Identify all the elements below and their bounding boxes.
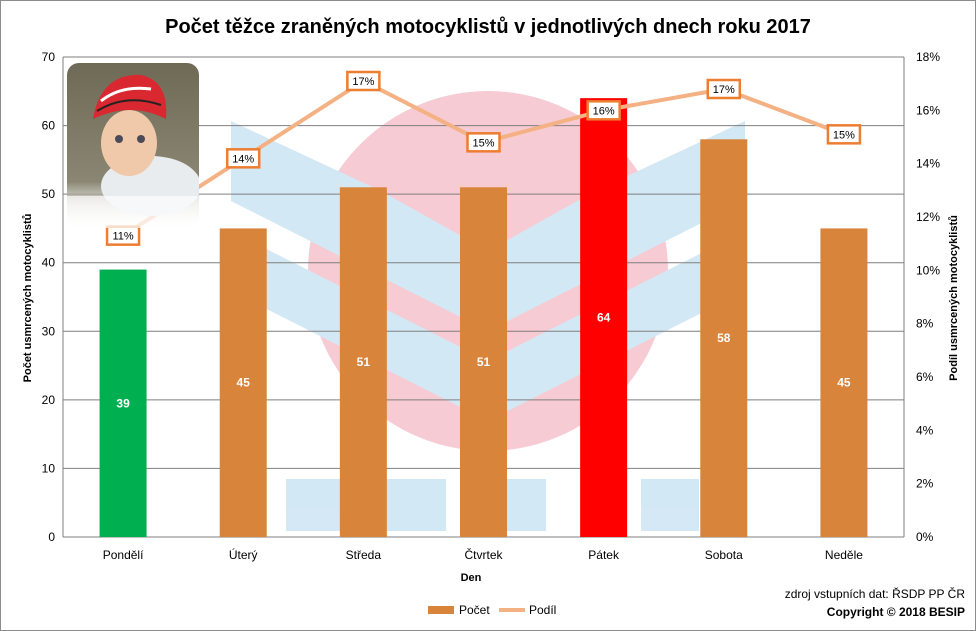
right-tick-label: 0% [916,530,934,544]
share-label-text: 16% [593,105,615,117]
share-label-text: 17% [713,84,735,96]
left-tick-label: 40 [42,256,56,270]
share-label-box [346,70,381,92]
bar-value-label: 64 [597,311,611,325]
category-label: Neděle [825,548,863,562]
bar-value-labels: 39 45 51 51 64 58 45 [116,311,851,411]
share-label-box [586,100,621,121]
share-value-label: 16% [586,100,621,121]
right-tick-label: 12% [916,210,940,224]
share-value-label: 17% [346,70,381,92]
bar-value-label: 58 [717,331,731,345]
bar-value-label: 51 [357,355,371,369]
chart-title: Počet těžce zraněných motocyklistů v jed… [165,16,811,38]
right-tick-label: 10% [916,263,940,277]
share-label-text: 11% [112,231,133,243]
right-tick-label: 14% [916,157,940,171]
share-label-text: 14% [232,153,254,165]
share-label-text: 15% [833,129,855,141]
bar [99,269,147,537]
bar [219,228,267,537]
right-tick-label: 18% [916,50,940,64]
right-tick-label: 6% [916,370,934,384]
left-tick-label: 20 [42,393,56,407]
category-label: Pátek [588,548,620,562]
legend-label-share: Podíl [529,603,556,617]
bar [700,139,748,538]
x-axis-title: Den [461,572,482,584]
category-label: Pondělí [103,548,144,562]
bar-value-label: 39 [116,396,130,410]
right-tick-label: 8% [916,317,934,331]
bar [339,187,387,538]
bar [580,98,628,538]
category-label: Středa [346,548,382,562]
bar-value-label: 45 [237,376,251,390]
left-tick-label: 70 [42,50,56,64]
share-label-box [826,124,862,145]
bar-value-label: 45 [837,376,851,390]
left-axis-ticks: 0 10 20 30 40 50 60 70 [42,50,56,544]
left-tick-label: 30 [42,324,56,338]
category-label: Úterý [229,547,258,562]
share-label-text: 17% [352,76,374,88]
bar [820,228,868,537]
right-tick-label: 4% [916,423,934,437]
share-value-label: 15% [466,132,501,153]
category-label: Čtvrtek [464,547,503,562]
right-tick-label: 16% [916,103,940,117]
share-label-box [225,148,261,169]
y-axis-title: Počet usmrcených motocyklistů [22,214,34,383]
source-note: zdroj vstupních dat: ŘSDP PP ČR [785,586,966,601]
bar [460,187,507,538]
y2-axis-title: Podíl usmrcených motocyklistů [948,215,960,381]
right-axis-ticks: 0% 2% 4% 6% 8% 10% 12% 14% 16% 18% [916,50,940,544]
share-label-text: 15% [472,137,494,149]
copyright-note: Copyright © 2018 BESIP [827,605,965,619]
bar-value-label: 51 [477,355,491,369]
left-tick-label: 60 [42,119,56,133]
child-helmet-photo [67,63,199,228]
left-tick-label: 10 [42,461,56,475]
legend: Počet Podíl [428,603,556,617]
legend-swatch-count [428,606,454,614]
category-label: Sobota [705,548,743,562]
left-tick-label: 0 [48,530,55,544]
share-value-label: 11% [105,225,141,246]
bars [99,98,868,538]
left-tick-label: 50 [42,187,56,201]
share-value-label: 17% [706,78,742,100]
share-value-label: 14% [225,148,261,169]
category-labels: Pondělí Úterý Středa Čtvrtek Pátek Sobota Nedě… [103,547,864,562]
share-value-labels: 11% 14% 17% 15% 16% 17% 15% [105,70,862,246]
right-tick-label: 2% [916,477,934,491]
share-label-box [706,78,742,100]
share-label-box [466,132,501,153]
share-value-label: 15% [826,124,862,145]
legend-label-count: Počet [459,603,490,617]
